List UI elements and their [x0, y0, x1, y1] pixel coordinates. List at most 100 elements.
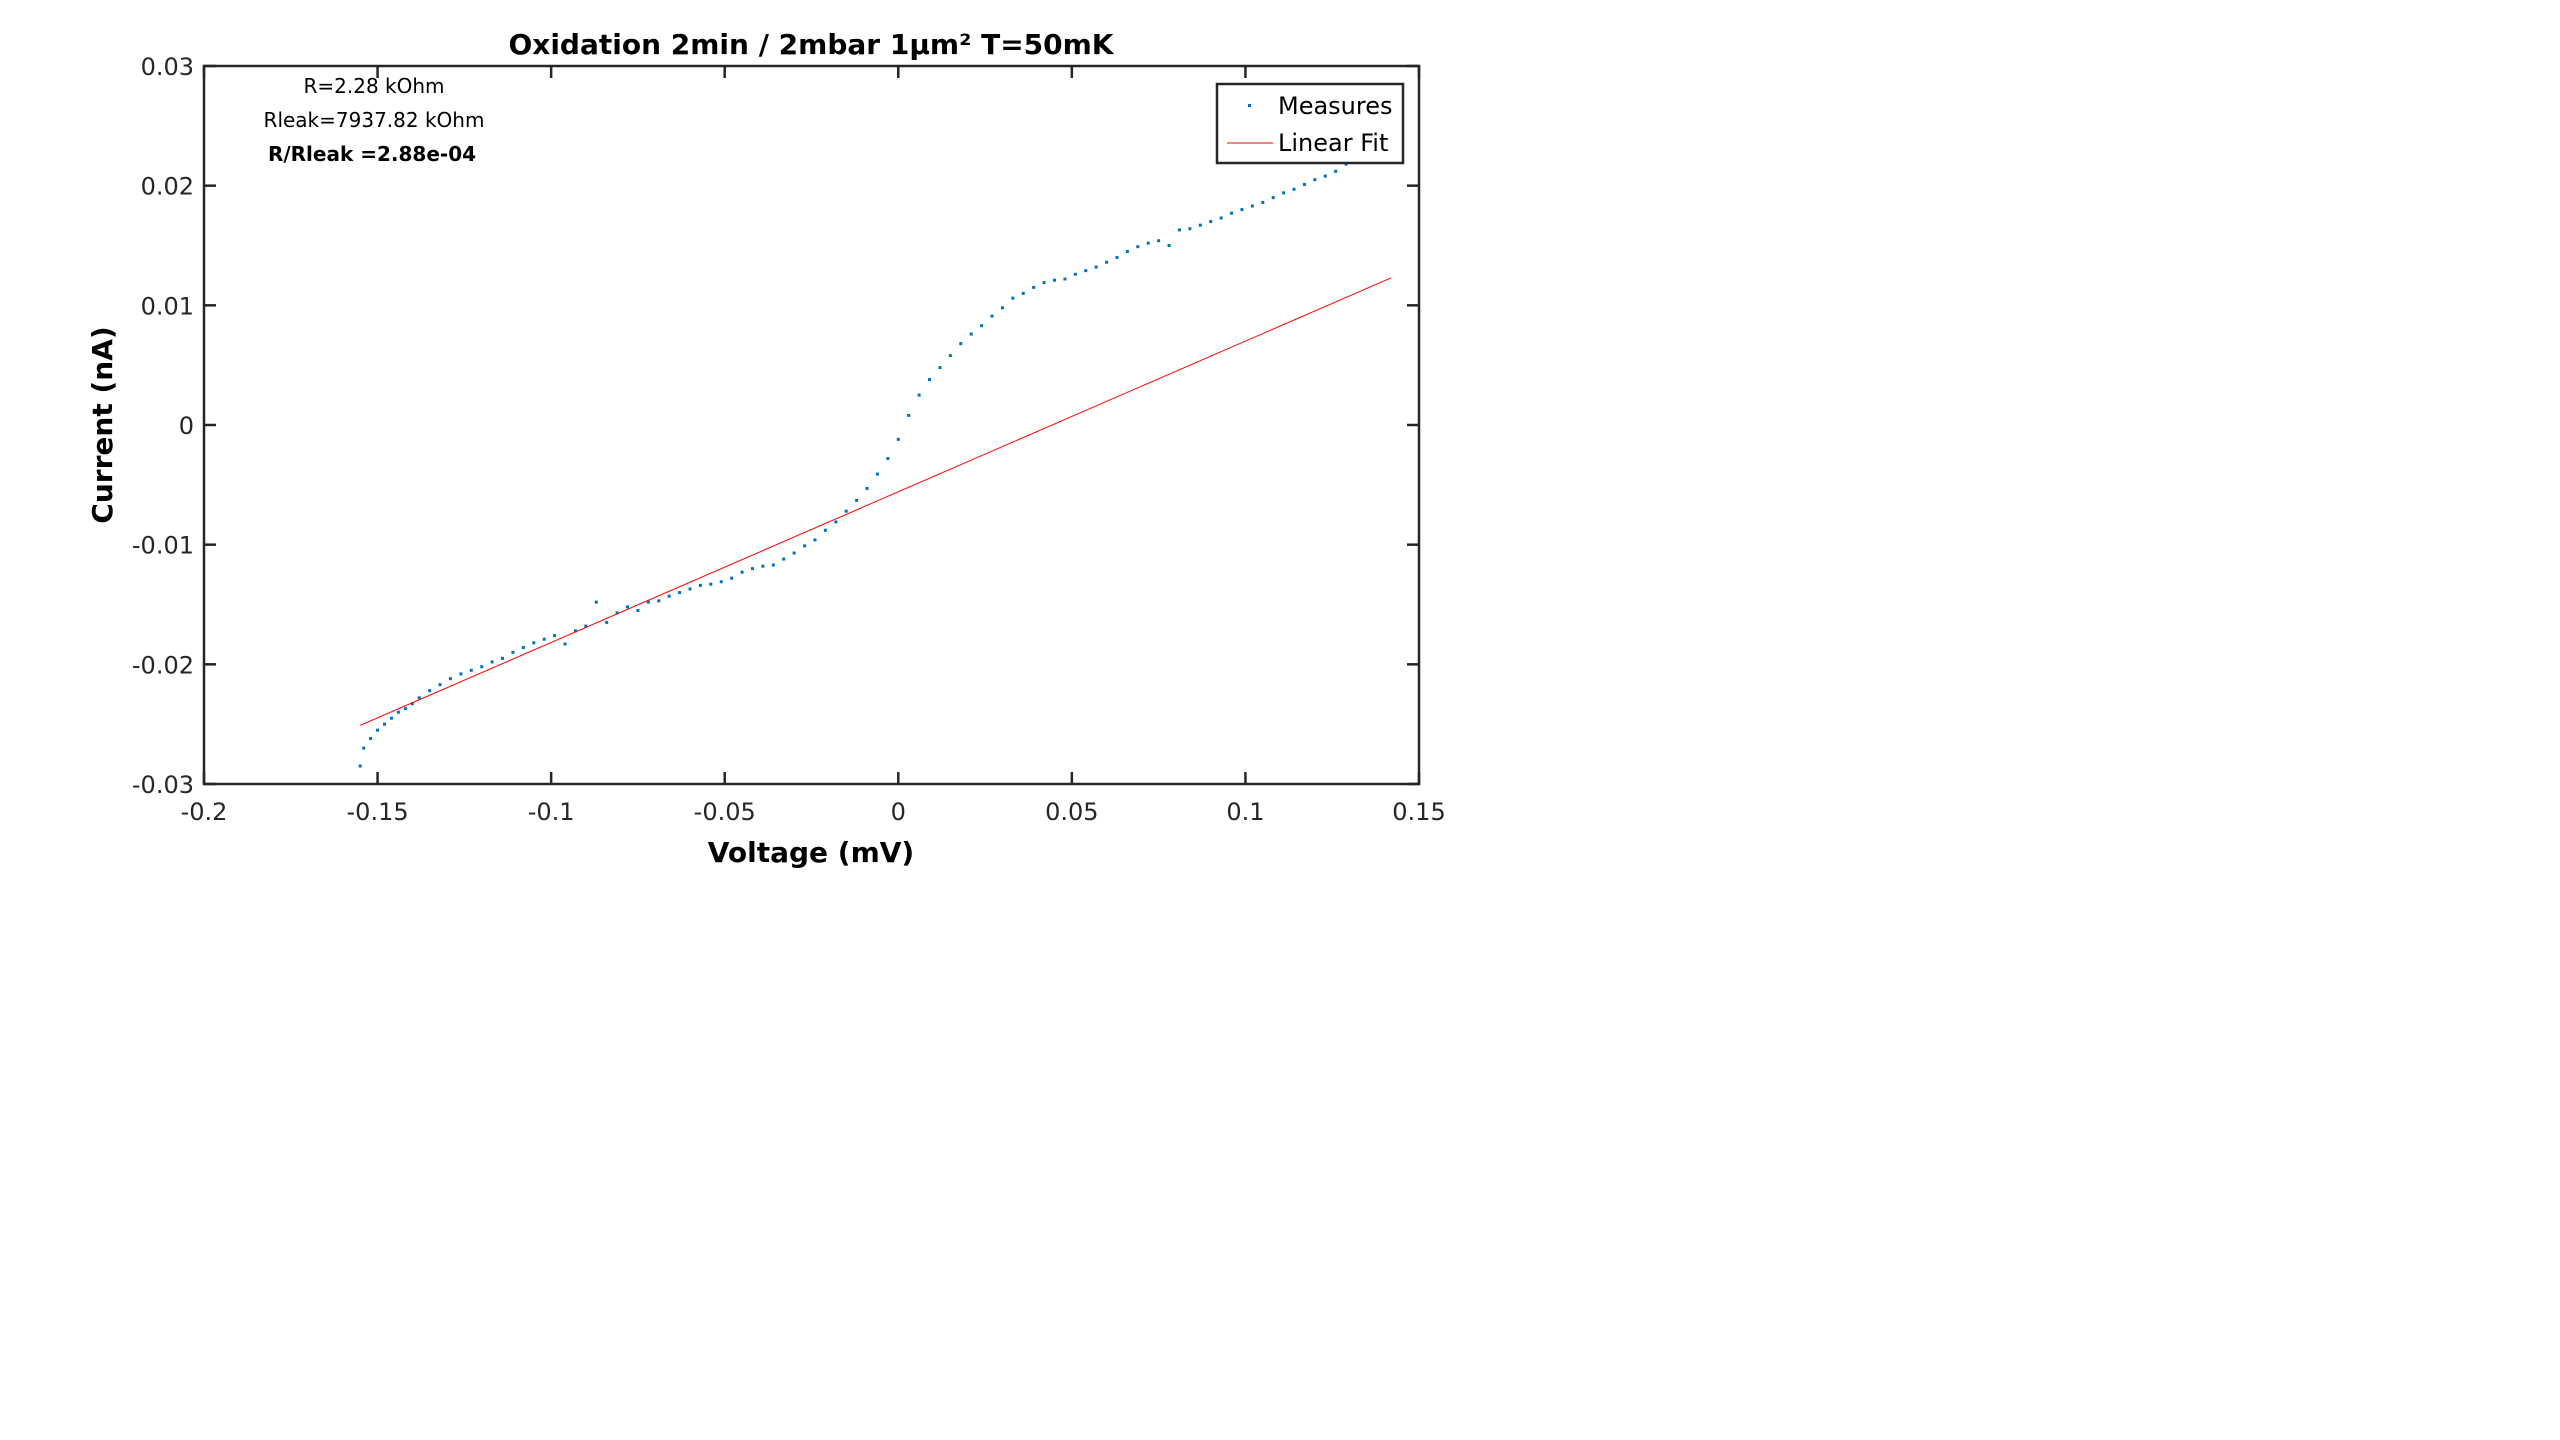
y-tick-label: 0.02	[141, 173, 194, 201]
measure-point	[771, 563, 775, 567]
chart-title: Oxidation 2min / 2mbar 1µm² T=50mK	[508, 28, 1114, 61]
chart-figure: -0.2 -0.15 -0.1 -0.05 0 0.05 0.1 0.15 -0.03 -0.02…	[0, 0, 1563, 879]
measure-point	[626, 605, 630, 609]
measure-point	[1334, 169, 1338, 173]
measure-point	[688, 587, 692, 591]
measure-point	[490, 660, 494, 664]
measure-point	[1094, 265, 1098, 269]
measure-point	[532, 641, 536, 645]
plot-layer	[358, 162, 1392, 768]
measure-point	[542, 637, 546, 641]
measure-point	[1000, 306, 1004, 310]
measure-point	[938, 366, 942, 370]
measure-point	[823, 528, 827, 532]
y-tick-label: -0.03	[132, 771, 194, 799]
measure-point	[521, 646, 525, 650]
measure-point	[928, 378, 932, 382]
measure-point	[1240, 208, 1244, 212]
measure-point	[855, 498, 859, 502]
measure-point	[1136, 245, 1140, 249]
measure-point	[646, 600, 650, 604]
measure-point	[1115, 255, 1119, 259]
measure-point	[698, 583, 702, 587]
measure-point	[1219, 216, 1223, 220]
measure-point	[1073, 272, 1077, 276]
measure-point	[667, 594, 671, 598]
annotation-resistance-ratio: R/Rleak =2.88e-04	[268, 142, 476, 166]
measure-point	[1198, 223, 1202, 227]
measure-point	[459, 672, 463, 676]
measure-point	[1042, 281, 1046, 285]
x-tick-label: 0.1	[1226, 798, 1264, 826]
measure-point	[990, 314, 994, 318]
measure-point	[1271, 196, 1275, 200]
measure-point	[573, 629, 577, 633]
measure-point	[1146, 241, 1150, 245]
chart-svg: -0.2 -0.15 -0.1 -0.05 0 0.05 0.1 0.15 -0.03 -0.02…	[0, 0, 1563, 879]
measure-point	[376, 728, 380, 732]
measure-point	[1167, 244, 1171, 247]
measure-point	[1105, 260, 1109, 264]
measure-point	[383, 722, 387, 726]
measure-point	[959, 342, 963, 346]
measure-point	[410, 702, 414, 706]
measure-point	[1323, 174, 1327, 178]
annotation-leak-resistance: Rleak=7937.82 kOhm	[264, 108, 485, 132]
measure-point	[917, 393, 921, 397]
y-tick-label: 0	[179, 412, 194, 440]
measure-point	[417, 696, 421, 700]
legend: Measures Linear Fit	[1215, 82, 1405, 165]
measure-point	[1177, 228, 1181, 232]
measure-point	[886, 457, 890, 461]
measure-point	[469, 668, 473, 672]
measure-point	[740, 570, 744, 574]
measure-point	[875, 472, 879, 476]
measure-point	[1125, 249, 1129, 253]
measure-point	[358, 764, 362, 768]
measure-point	[865, 486, 869, 490]
measure-point	[1292, 187, 1296, 191]
measure-point	[428, 689, 432, 693]
measure-point	[782, 557, 786, 561]
measure-point	[969, 332, 973, 336]
measure-point	[563, 642, 567, 646]
x-tick-label: 0.15	[1392, 798, 1445, 826]
x-tick-label: -0.15	[347, 798, 409, 826]
measure-point	[396, 710, 400, 714]
measure-point	[369, 737, 373, 741]
annotation-resistance: R=2.28 kOhm	[303, 74, 444, 98]
y-tick-label: -0.02	[132, 651, 194, 679]
measure-point	[792, 551, 796, 555]
measure-point	[730, 576, 734, 580]
measure-point	[813, 538, 817, 542]
measure-point	[1084, 269, 1088, 273]
y-axis-label: Current (nA)	[86, 326, 119, 523]
measure-point	[1282, 191, 1286, 195]
measure-point	[1261, 200, 1265, 204]
measure-point	[1032, 285, 1036, 289]
measure-point	[594, 600, 598, 604]
measure-point	[511, 650, 515, 654]
x-tick-label: 0	[891, 798, 906, 826]
measure-point	[657, 599, 661, 603]
x-tick-label: -0.05	[694, 798, 756, 826]
y-tick-label: -0.01	[132, 532, 194, 560]
measure-point	[803, 544, 807, 548]
y-tick-label: 0.01	[141, 292, 194, 320]
measure-point	[553, 634, 557, 638]
measure-point	[678, 591, 682, 595]
measure-point	[362, 746, 366, 750]
measure-point	[1188, 227, 1192, 231]
measure-point	[1157, 239, 1161, 243]
measure-point	[750, 567, 754, 571]
measure-point	[615, 611, 619, 615]
measure-point	[636, 608, 640, 612]
measure-point	[907, 413, 911, 417]
measure-point	[719, 580, 723, 584]
measure-point	[980, 324, 984, 328]
measure-point	[1250, 204, 1254, 208]
measure-point	[1302, 182, 1306, 186]
ticks-layer: -0.2 -0.15 -0.1 -0.05 0 0.05 0.1 0.15 -0.03 -0.02…	[132, 53, 1446, 826]
measure-point	[896, 437, 900, 441]
y-tick-label: 0.03	[141, 53, 194, 81]
